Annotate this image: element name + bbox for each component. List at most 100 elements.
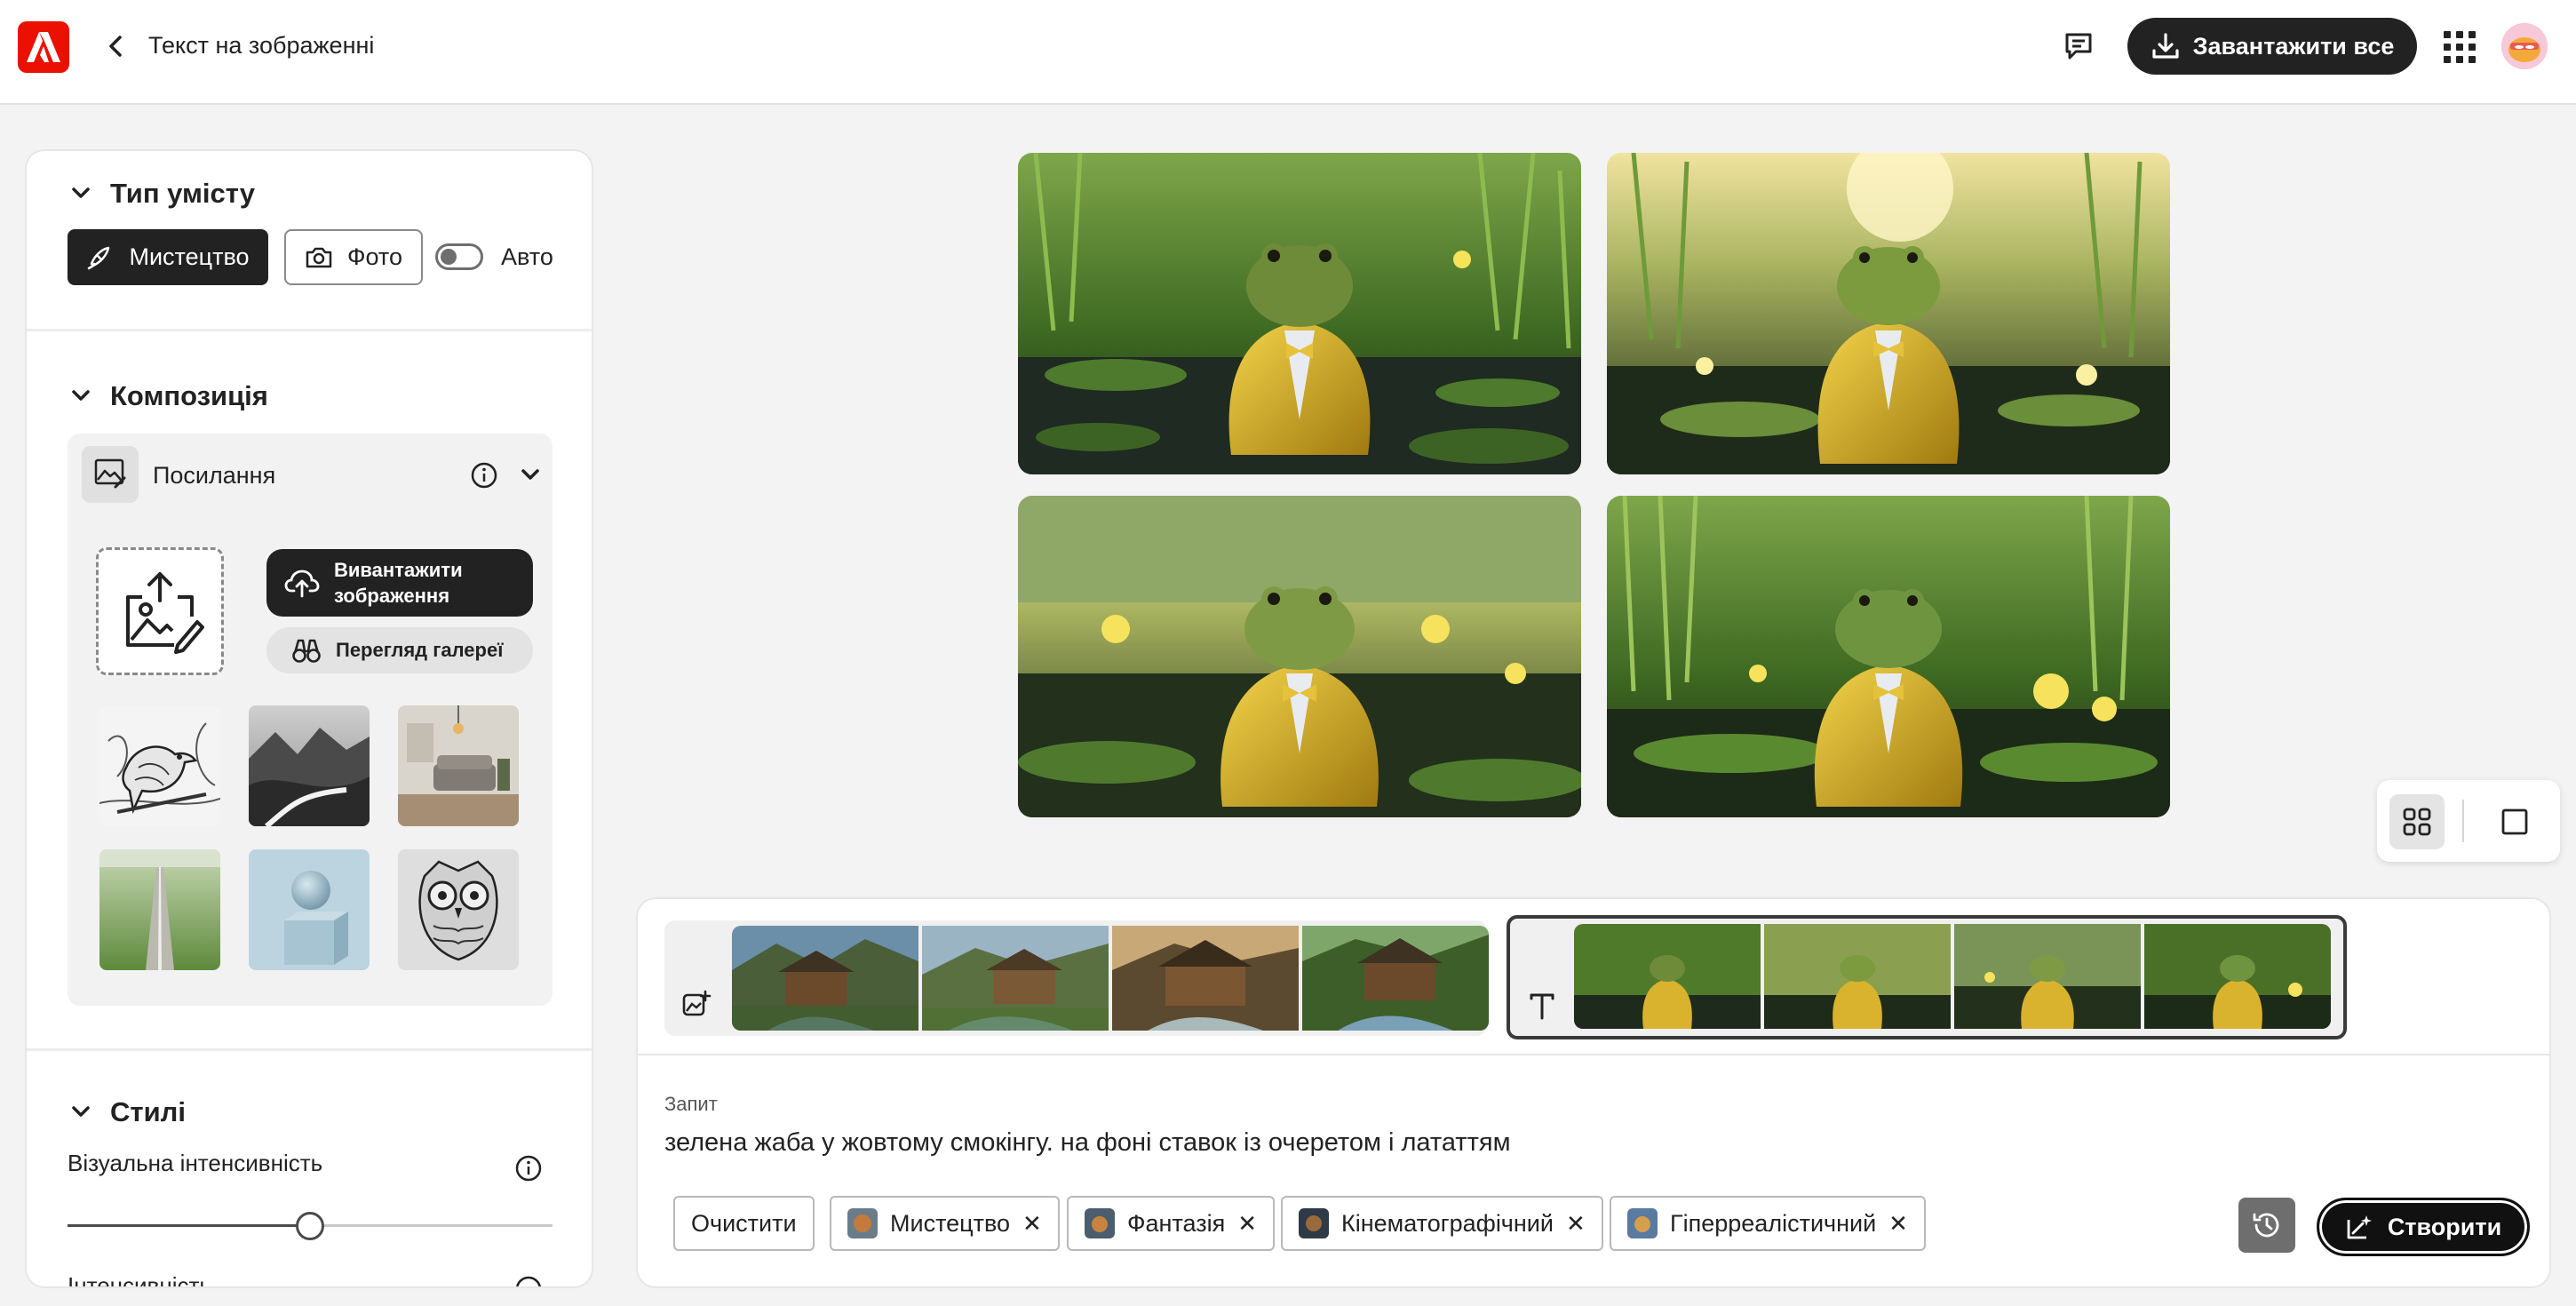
binoculars-icon — [292, 639, 321, 663]
content-type-photo-button[interactable]: Фото — [284, 229, 423, 285]
history-group-image-reference[interactable] — [664, 920, 1489, 1036]
styles-section-header[interactable]: Стилі — [71, 1096, 186, 1128]
preset-thumbnail-sphere-on-cube[interactable] — [249, 849, 370, 970]
preset-thumbnail-living-room[interactable] — [398, 705, 519, 826]
generated-image-3[interactable] — [1018, 496, 1581, 817]
reference-label: Посилання — [153, 462, 276, 489]
clear-label: Очистити — [691, 1209, 797, 1237]
style-cinematic-thumbnail-icon — [1299, 1208, 1329, 1238]
page-title: Текст на зображенні — [148, 32, 375, 59]
prompt-history-button[interactable] — [2238, 1198, 2295, 1253]
upload-label-line1: Вивантажити — [334, 559, 463, 581]
info-icon[interactable] — [469, 460, 499, 490]
remove-chip-close-icon[interactable]: ✕ — [1022, 1209, 1042, 1237]
generation-history-strip — [636, 897, 2551, 1055]
chevron-down-icon — [72, 187, 90, 198]
section-divider — [27, 329, 592, 331]
remove-chip-close-icon[interactable]: ✕ — [1237, 1209, 1258, 1237]
style-chip-label: Мистецтво — [890, 1209, 1011, 1237]
view-mode-toggle — [2377, 780, 2560, 862]
reference-drop-zone[interactable] — [96, 547, 224, 675]
settings-panel: Тип умісту Мистецтво Фото Авто Композиці… — [25, 149, 593, 1288]
grid-view-icon[interactable] — [2389, 794, 2445, 849]
auto-label: Авто — [501, 243, 553, 270]
composition-heading: Композиція — [110, 380, 268, 411]
style-hyperrealistic-thumbnail-icon — [1627, 1208, 1658, 1238]
download-all-button[interactable]: Завантажити все — [2127, 18, 2417, 75]
remove-chip-close-icon[interactable]: ✕ — [1888, 1209, 1908, 1237]
info-icon[interactable] — [513, 1274, 544, 1286]
content-type-art-button[interactable]: Мистецтво — [68, 229, 268, 285]
style-chip-art[interactable]: Мистецтво ✕ — [830, 1196, 1060, 1251]
image-upload-icon — [126, 572, 204, 654]
art-label: Мистецтво — [129, 243, 250, 270]
history-thumbnail-frog[interactable] — [2144, 924, 2331, 1029]
history-thumbnail-cottage[interactable] — [922, 926, 1109, 1031]
apps-grid-icon[interactable] — [2441, 28, 2478, 66]
prompt-input[interactable]: зелена жаба у жовтому смокінгу. на фоні … — [664, 1128, 1511, 1157]
chevron-down-icon — [72, 1106, 90, 1117]
style-chip-label: Гіперреалістичний — [1670, 1209, 1877, 1237]
back-chevron-icon[interactable] — [98, 28, 133, 64]
auto-toggle[interactable] — [435, 243, 483, 270]
history-thumbnail-frog[interactable] — [1954, 924, 2141, 1029]
reference-expand-chevron-icon[interactable] — [517, 462, 544, 489]
history-thumbnail-cottage[interactable] — [1112, 926, 1299, 1031]
style-chip-fantasy[interactable]: Фантазія ✕ — [1067, 1196, 1276, 1251]
history-thumbnail-cottage[interactable] — [1302, 926, 1489, 1031]
single-view-icon[interactable] — [2487, 794, 2542, 849]
visual-intensity-slider-thumb[interactable] — [296, 1212, 324, 1240]
text-type-icon — [1517, 981, 1567, 1031]
feedback-icon[interactable] — [2059, 27, 2098, 66]
history-thumbnail-cottage[interactable] — [732, 926, 918, 1031]
history-thumbnail-frog[interactable] — [1574, 924, 1761, 1029]
preset-thumbnail-owl-pattern[interactable] — [398, 849, 519, 970]
upload-image-button[interactable]: Вивантажити зображення — [266, 549, 533, 617]
reference-image-icon — [82, 446, 139, 503]
upload-label: Вивантажити зображення — [334, 557, 463, 609]
remove-chip-close-icon[interactable]: ✕ — [1565, 1209, 1586, 1237]
prompt-area: Запит зелена жаба у жовтому смокінгу. на… — [636, 1054, 2551, 1288]
preset-thumbnail-field-road[interactable] — [99, 849, 220, 970]
clear-button[interactable]: Очистити — [673, 1196, 815, 1251]
generate-icon — [2347, 1215, 2372, 1239]
preset-thumbnail-mountain-landscape[interactable] — [249, 705, 370, 826]
style-chip-hyperrealistic[interactable]: Гіперреалістичний ✕ — [1610, 1196, 1926, 1251]
section-divider — [27, 1048, 592, 1051]
visual-intensity-label: Візуальна інтенсивність — [68, 1150, 323, 1176]
generate-button[interactable]: Створити — [2317, 1198, 2530, 1256]
history-icon — [2253, 1213, 2279, 1238]
history-thumbnail-frog[interactable] — [1764, 924, 1951, 1029]
chevron-down-icon — [72, 390, 90, 401]
style-chip-label: Кінематографічний — [1341, 1209, 1554, 1237]
generated-image-4[interactable] — [1607, 496, 2170, 817]
style-fantasy-thumbnail-icon — [1085, 1208, 1115, 1238]
composition-section-header[interactable]: Композиція — [71, 380, 268, 412]
view-toggle-divider — [2462, 800, 2464, 842]
styles-heading: Стилі — [110, 1096, 186, 1127]
intensity-label-partial: Інтенсивність — [68, 1272, 211, 1288]
camera-icon — [306, 247, 332, 267]
generated-image-2[interactable] — [1607, 153, 2170, 474]
adobe-logo-icon[interactable] — [18, 21, 69, 73]
preset-thumbnail-bird-sketch[interactable] — [99, 705, 220, 826]
brush-icon — [88, 246, 110, 269]
photo-label: Фото — [346, 243, 403, 270]
style-art-thumbnail-icon — [847, 1208, 878, 1238]
generated-image-1[interactable] — [1018, 153, 1581, 474]
visual-intensity-slider-fill — [68, 1224, 310, 1227]
cloud-upload-icon — [284, 569, 320, 598]
download-all-label: Завантажити все — [2192, 32, 2395, 60]
info-icon[interactable] — [513, 1153, 544, 1183]
content-type-section-header[interactable]: Тип умісту — [71, 178, 255, 210]
style-chip-label: Фантазія — [1127, 1209, 1226, 1237]
reference-box: Посилання Вивантажити зображення — [68, 434, 553, 1006]
style-chip-cinematic[interactable]: Кінематографічний ✕ — [1281, 1196, 1603, 1251]
content-type-heading: Тип умісту — [110, 178, 255, 209]
browse-gallery-button[interactable]: Перегляд галереї — [266, 627, 533, 673]
history-group-text-to-image-selected[interactable] — [1507, 915, 2347, 1039]
avatar[interactable] — [2501, 23, 2548, 69]
gallery-label: Перегляд галереї — [336, 639, 504, 661]
upload-label-line2: зображення — [334, 585, 450, 607]
prompt-label: Запит — [664, 1093, 718, 1115]
